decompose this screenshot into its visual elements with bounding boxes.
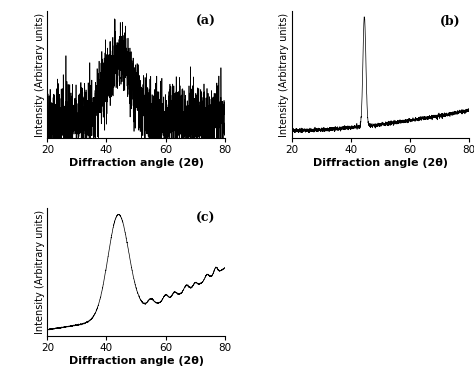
Y-axis label: Intensity (Arbitrary units): Intensity (Arbitrary units) (35, 210, 45, 334)
Text: (b): (b) (440, 15, 460, 28)
Text: (a): (a) (196, 15, 216, 28)
Y-axis label: Intensity (Arbitrary units): Intensity (Arbitrary units) (35, 13, 45, 137)
Y-axis label: Intensity (Arbitrary units): Intensity (Arbitrary units) (279, 13, 289, 137)
X-axis label: Diffraction angle (2θ): Diffraction angle (2θ) (69, 158, 203, 168)
X-axis label: Diffraction angle (2θ): Diffraction angle (2θ) (313, 158, 448, 168)
Text: (c): (c) (196, 212, 216, 225)
X-axis label: Diffraction angle (2θ): Diffraction angle (2θ) (69, 355, 203, 366)
